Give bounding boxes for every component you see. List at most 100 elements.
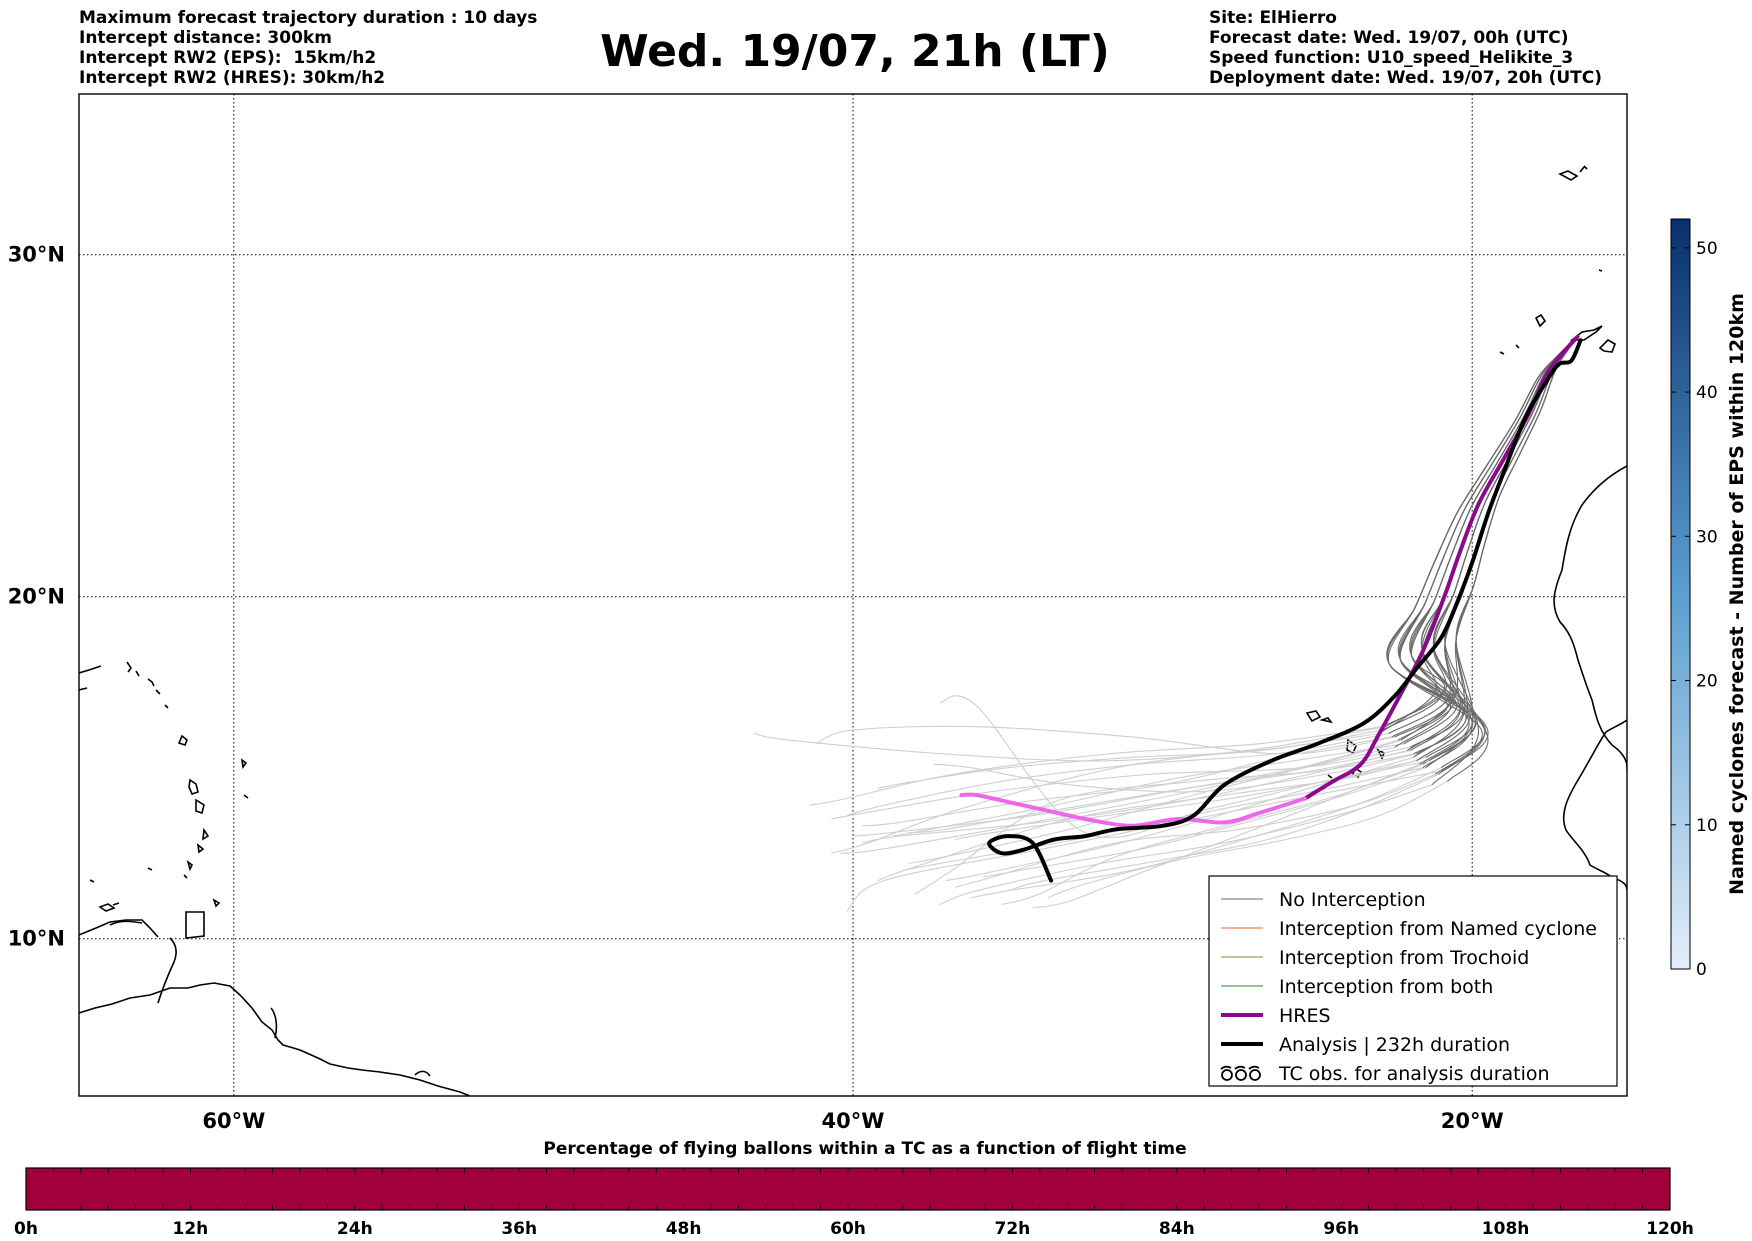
eps-member-track bbox=[1382, 336, 1578, 728]
eps-member-track-late bbox=[809, 726, 1383, 806]
lon-tick-label: 20°W bbox=[1441, 1109, 1504, 1133]
eps-member-track-late bbox=[902, 767, 1423, 871]
time-bar-tick-label: 120h bbox=[1646, 1219, 1694, 1239]
eps-member-track-late bbox=[893, 743, 1405, 837]
eps-member-track bbox=[1400, 336, 1578, 741]
lat-tick-label: 10°N bbox=[8, 927, 65, 951]
lon-tick-label: 40°W bbox=[822, 1109, 885, 1133]
time-bar-tick-label: 36h bbox=[501, 1219, 537, 1239]
eps-member-track bbox=[1386, 336, 1578, 758]
tc-symbol-tail bbox=[1220, 1065, 1232, 1070]
lon-tick-label: 60°W bbox=[202, 1109, 265, 1133]
legend-label: Analysis | 232h duration bbox=[1279, 1034, 1510, 1056]
coastline-amazon-delta bbox=[414, 1070, 431, 1077]
eps-member-track-late bbox=[1007, 773, 1439, 892]
coastline-leeward-islands bbox=[89, 661, 221, 912]
legend-label: Interception from Trochoid bbox=[1279, 947, 1529, 969]
eps-member-track-late bbox=[815, 725, 1395, 755]
header-right-line: Deployment date: Wed. 19/07, 20h (UTC) bbox=[1209, 68, 1603, 88]
eps-colorbar-tick-label: 40 bbox=[1696, 383, 1718, 403]
header-left-line: Maximum forecast trajectory duration : 1… bbox=[79, 8, 538, 28]
eps-colorbar-tick-label: 50 bbox=[1696, 239, 1718, 259]
header-right-line: Forecast date: Wed. 19/07, 00h (UTC) bbox=[1209, 28, 1569, 48]
legend-label: Interception from Named cyclone bbox=[1279, 918, 1597, 940]
eps-member-track-late bbox=[908, 739, 1402, 865]
eps-colorbar-scale bbox=[1670, 218, 1691, 970]
coastline-west-africa bbox=[1553, 465, 1627, 891]
hres-track-late bbox=[959, 792, 1307, 828]
tc-symbol-ring bbox=[1235, 1069, 1247, 1081]
eps-member-track bbox=[1387, 336, 1578, 748]
eps-member-track-late bbox=[877, 729, 1383, 789]
coastline-caribbean-coast bbox=[79, 919, 159, 938]
header-left-line: Intercept RW2 (HRES): 30km/h2 bbox=[79, 68, 386, 88]
map-title: Wed. 19/07, 21h (LT) bbox=[600, 26, 1110, 77]
time-bar-tick-label: 96h bbox=[1323, 1219, 1359, 1239]
time-bar-tick-label: 108h bbox=[1482, 1219, 1530, 1239]
eps-member-track-late bbox=[955, 760, 1430, 841]
eps-member-track bbox=[1431, 336, 1578, 786]
time-bar-tick-label: 48h bbox=[666, 1219, 702, 1239]
axis-tick-labels: 60°W 40°W 20°W 30°N 20°N 10°N bbox=[8, 243, 1504, 1133]
tc-symbol-ring bbox=[1249, 1069, 1261, 1081]
time-bar-tick-label: 0h bbox=[14, 1219, 38, 1239]
eps-member-track-late bbox=[852, 739, 1399, 837]
time-bar-fill bbox=[25, 1167, 1671, 1211]
header-right-line: Speed function: U10_speed_Helikite_3 bbox=[1209, 48, 1574, 68]
eps-member-track bbox=[1386, 336, 1578, 762]
trajectory-tracks bbox=[753, 334, 1583, 912]
eps-member-track-late bbox=[939, 784, 1433, 906]
legend: No Interception Interception from Named c… bbox=[1208, 875, 1618, 1087]
eps-member-track-late bbox=[862, 736, 1392, 827]
eps-member-track bbox=[1386, 336, 1578, 762]
time-bar-tick-label: 12h bbox=[173, 1219, 209, 1239]
lat-tick-label: 30°N bbox=[8, 243, 65, 267]
lat-tick-label: 20°N bbox=[8, 585, 65, 609]
legend-label: HRES bbox=[1279, 1005, 1331, 1027]
eps-member-track-late bbox=[862, 750, 1408, 844]
coastline-venezuela-bay bbox=[157, 937, 177, 1004]
eps-member-track-late bbox=[846, 770, 1442, 912]
eps-member-track-late bbox=[1032, 763, 1420, 909]
eps-member-track-late bbox=[908, 750, 1411, 834]
eps-member-track-late bbox=[1047, 780, 1448, 899]
eps-member-track bbox=[1398, 336, 1578, 755]
eps-member-track bbox=[1378, 336, 1578, 734]
time-bar-tick-label: 60h bbox=[830, 1219, 866, 1239]
coastline-antilles bbox=[79, 665, 249, 871]
header-left-line: Intercept RW2 (EPS): 15km/h2 bbox=[79, 48, 377, 68]
eps-member-track bbox=[1406, 336, 1578, 752]
eps-member-track-late bbox=[933, 753, 1417, 793]
time-bar-title: Percentage of flying ballons within a TC… bbox=[543, 1139, 1186, 1159]
eps-colorbar-tick-label: 20 bbox=[1696, 672, 1718, 692]
eps-colorbar-tick-label: 30 bbox=[1696, 527, 1718, 547]
analysis-track bbox=[987, 338, 1583, 883]
coastline-guiana bbox=[270, 1007, 278, 1039]
tc-obs-icon bbox=[1220, 1065, 1261, 1081]
eps-member-track-late bbox=[840, 746, 1395, 854]
time-bar-tick-label: 84h bbox=[1159, 1219, 1195, 1239]
eps-colorbar: 0 10 20 30 40 50 Named cyclones forecast - Nu… bbox=[1670, 218, 1748, 980]
graticule bbox=[79, 94, 1627, 1096]
coastline-paria bbox=[109, 920, 143, 926]
eps-member-track-late bbox=[955, 773, 1436, 888]
header-right-info: Site: ElHierro Forecast date: Wed. 19/07… bbox=[1209, 8, 1602, 88]
eps-member-track-late bbox=[982, 767, 1426, 878]
legend-label: No Interception bbox=[1279, 889, 1426, 911]
coastline-canary-islands bbox=[1499, 313, 1616, 355]
legend-label: Interception from both bbox=[1279, 976, 1493, 998]
eps-member-track-late bbox=[831, 726, 1386, 854]
eps-colorbar-label: Named cyclones forecast - Number of EPS … bbox=[1726, 293, 1748, 895]
coastline-madeira bbox=[1558, 165, 1603, 272]
tc-symbol-ring bbox=[1221, 1069, 1233, 1081]
eps-member-track bbox=[1386, 336, 1578, 775]
eps-member-track bbox=[1397, 336, 1578, 741]
time-bar-tick-label: 72h bbox=[995, 1219, 1031, 1239]
eps-member-track-late bbox=[877, 756, 1426, 882]
eps-member-track bbox=[1409, 336, 1578, 772]
legend-label: TC obs. for analysis duration bbox=[1278, 1063, 1550, 1085]
tc-symbol-tail bbox=[1234, 1065, 1246, 1070]
tc-symbol-tail bbox=[1248, 1065, 1260, 1070]
eps-member-track bbox=[1425, 336, 1578, 769]
